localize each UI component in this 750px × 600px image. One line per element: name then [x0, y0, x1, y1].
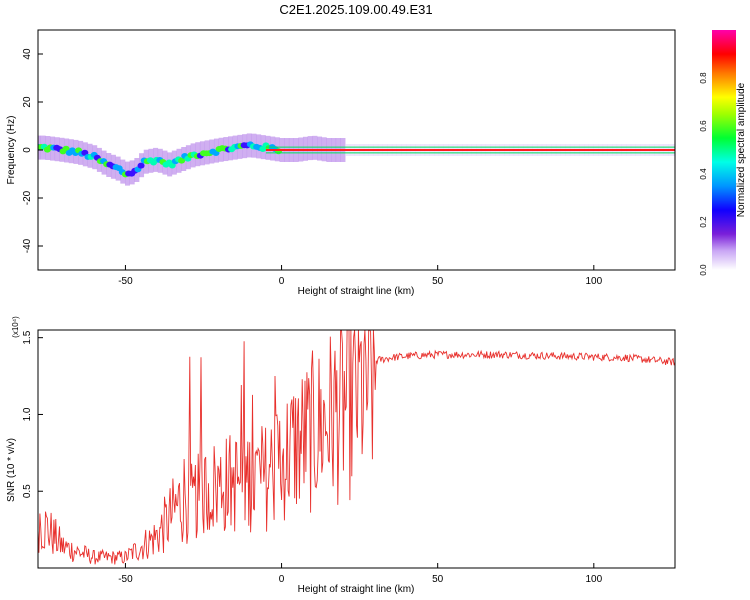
colorbar-tick-label: 0.4 — [699, 168, 708, 180]
snr-y-label: SNR (10 * v/v) — [6, 438, 17, 502]
spectrogram-halo — [317, 136, 323, 161]
spectrogram-x-tick-label: 100 — [585, 276, 602, 287]
snr-y-tick-label: 1.0 — [22, 407, 33, 421]
colorbar-label: Normalized spectral amplitude — [736, 82, 747, 217]
colorbar-tick-label: 0.0 — [699, 264, 708, 276]
snr-x-tick-label: 100 — [585, 574, 602, 585]
colorbar-ticks: 0.0 0.2 0.4 0.6 0.8 — [699, 72, 708, 276]
spectrogram-halo — [307, 136, 313, 161]
spectrogram-y-tick-label: 20 — [22, 96, 33, 108]
spectrogram-y-tick-label: 40 — [22, 48, 33, 60]
snr-x-tick-label: 0 — [279, 574, 285, 585]
snr-ticks: -50 0 50 100 0.5 1.0 1.5 — [22, 330, 603, 585]
spectrogram-halo — [302, 136, 308, 161]
spectrogram-y-tick-label: -40 — [22, 238, 33, 253]
colorbar-tick-label: 0.6 — [699, 120, 708, 132]
snr-panel: -50 0 50 100 0.5 1.0 1.5 Height of straight li… — [6, 316, 676, 595]
spectrogram-x-tick-label: -50 — [118, 276, 133, 287]
snr-y-tick-label: 0.5 — [22, 484, 33, 498]
snr-x-tick-label: -50 — [118, 574, 133, 585]
colorbar: 0.0 0.2 0.4 0.6 0.8 Normalized spectral ampl… — [699, 30, 747, 276]
spectrogram-y-tick-label: 0 — [22, 147, 33, 153]
snr-x-tick-label: 50 — [432, 574, 444, 585]
spectrogram-panel: -50 0 50 100 -40 -20 0 20 40 Height of straight … — [6, 29, 676, 297]
snr-y-tick-label: 1.5 — [22, 330, 33, 344]
snr-frame — [37, 329, 676, 569]
spectrogram-halo — [312, 135, 318, 160]
spectrogram-x-label: Height of straight line (km) — [298, 286, 415, 297]
spectrogram-cell — [178, 157, 186, 164]
snr-series-line — [38, 330, 675, 565]
colorbar-gradient — [712, 30, 736, 270]
colorbar-tick-label: 0.2 — [699, 216, 708, 228]
chart-title: C2E1.2025.109.00.49.E31 — [279, 2, 432, 17]
spectrogram-plot-area — [38, 133, 675, 186]
spectrogram-y-tick-label: -20 — [22, 190, 33, 205]
snr-x-label: Height of straight line (km) — [298, 584, 415, 595]
spectrogram-x-tick-label: 0 — [279, 276, 285, 287]
colorbar-tick-label: 0.8 — [699, 72, 708, 84]
spectrogram-cell — [137, 162, 145, 169]
snr-y-multiplier: (x10⁴) — [11, 316, 20, 338]
spectrogram-ticks: -50 0 50 100 -40 -20 0 20 40 — [22, 48, 603, 287]
snr-plot-area — [38, 330, 675, 565]
spectrogram-x-tick-label: 50 — [432, 276, 444, 287]
spectrogram-y-label: Frequency (Hz) — [6, 116, 17, 185]
